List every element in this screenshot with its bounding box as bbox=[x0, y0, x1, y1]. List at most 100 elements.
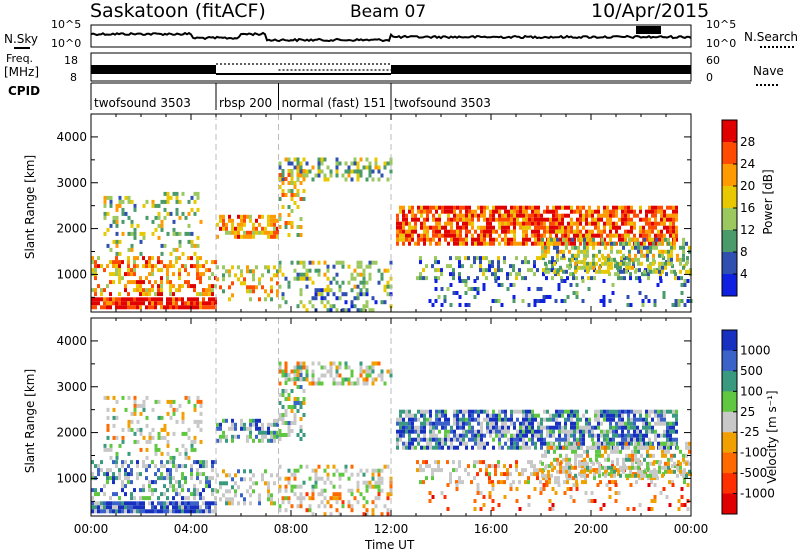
echo-cell bbox=[335, 468, 339, 473]
echo-cell bbox=[296, 484, 300, 489]
echo-cell bbox=[474, 237, 477, 242]
echo-cell bbox=[456, 221, 459, 226]
echo-cell bbox=[539, 256, 542, 261]
echo-cell bbox=[649, 237, 652, 242]
echo-cell bbox=[402, 229, 405, 234]
echo-cell bbox=[618, 413, 621, 418]
echo-cell bbox=[311, 304, 315, 309]
echo-cell bbox=[374, 377, 378, 382]
echo-cell bbox=[154, 447, 158, 452]
echo-cell bbox=[579, 441, 582, 446]
echo-cell bbox=[124, 460, 127, 465]
echo-cell bbox=[480, 229, 483, 234]
echo-cell bbox=[228, 218, 231, 223]
echo-cell bbox=[573, 429, 576, 434]
echo-cell bbox=[444, 429, 447, 434]
echo-cell bbox=[510, 237, 513, 242]
echo-cell bbox=[287, 221, 291, 225]
echo-cell bbox=[160, 227, 164, 232]
echo-cell bbox=[654, 213, 657, 218]
echo-cell bbox=[683, 279, 687, 283]
echo-cell bbox=[545, 276, 548, 281]
echo-cell bbox=[94, 305, 97, 310]
echo-cell bbox=[444, 229, 447, 234]
echo-cell bbox=[356, 472, 360, 477]
echo-cell bbox=[618, 217, 621, 222]
echo-cell bbox=[317, 173, 321, 178]
station-title: Saskatoon (fitACF) bbox=[90, 0, 266, 22]
echo-cell bbox=[284, 496, 288, 501]
echo-cell bbox=[222, 265, 225, 270]
echo-cell bbox=[115, 219, 119, 224]
echo-cell bbox=[631, 453, 634, 458]
echo-cell bbox=[602, 279, 606, 283]
echo-cell bbox=[287, 280, 291, 285]
echo-cell bbox=[438, 437, 441, 442]
echo-cell bbox=[109, 292, 112, 297]
echo-cell bbox=[130, 501, 133, 506]
echo-cell bbox=[509, 464, 512, 469]
echo-cell bbox=[603, 221, 606, 226]
echo-cell bbox=[142, 301, 145, 306]
echo-cell bbox=[320, 300, 324, 305]
echo-cell bbox=[639, 229, 642, 234]
echo-cell bbox=[473, 279, 477, 283]
echo-cell bbox=[184, 496, 187, 501]
echo-cell bbox=[504, 221, 507, 226]
echo-cell bbox=[124, 505, 127, 510]
echo-cell bbox=[145, 439, 149, 444]
echo-cell bbox=[589, 241, 592, 246]
echo-cell bbox=[278, 417, 282, 421]
echo-cell bbox=[402, 433, 405, 438]
echo-cell bbox=[587, 468, 590, 473]
echo-cell bbox=[417, 429, 420, 434]
echo-cell bbox=[196, 256, 199, 261]
echo-cell bbox=[115, 509, 118, 514]
echo-cell bbox=[556, 237, 559, 242]
echo-cell bbox=[476, 483, 480, 487]
echo-cell bbox=[473, 260, 476, 265]
echo-cell bbox=[290, 377, 294, 382]
echo-cell bbox=[435, 205, 438, 210]
echo-cell bbox=[172, 431, 176, 436]
echo-cell bbox=[121, 439, 125, 444]
echo-cell bbox=[459, 437, 462, 442]
echo-cell bbox=[616, 261, 619, 266]
echo-cell bbox=[542, 295, 546, 299]
echo-cell bbox=[513, 217, 516, 222]
echo-cell bbox=[554, 491, 558, 495]
echo-cell bbox=[653, 303, 657, 307]
echo-cell bbox=[121, 199, 125, 204]
echo-cell bbox=[634, 241, 637, 246]
echo-cell bbox=[133, 501, 136, 506]
echo-cell bbox=[426, 209, 429, 214]
echo-cell bbox=[190, 231, 194, 236]
echo-cell bbox=[479, 507, 483, 511]
echo-cell bbox=[190, 243, 194, 248]
echo-cell bbox=[513, 425, 516, 430]
echo-cell bbox=[625, 261, 628, 266]
echo-cell bbox=[148, 272, 151, 277]
echo-cell bbox=[157, 235, 161, 240]
echo-cell bbox=[550, 461, 553, 466]
echo-cell bbox=[558, 213, 561, 218]
echo-cell bbox=[669, 429, 672, 434]
echo-cell bbox=[356, 308, 360, 313]
echo-cell bbox=[519, 445, 522, 450]
echo-cell bbox=[549, 221, 552, 226]
echo-cell bbox=[585, 425, 588, 430]
echo-cell bbox=[356, 272, 360, 277]
echo-cell bbox=[106, 395, 110, 400]
echo-cell bbox=[97, 492, 100, 497]
echo-cell bbox=[629, 468, 632, 473]
echo-cell bbox=[639, 233, 642, 238]
echo-cell bbox=[211, 501, 214, 506]
echo-cell bbox=[278, 365, 282, 370]
echo-cell bbox=[172, 476, 175, 481]
echo-cell bbox=[320, 492, 324, 497]
echo-cell bbox=[127, 301, 130, 306]
echo-cell bbox=[664, 449, 667, 454]
echo-cell bbox=[267, 485, 270, 490]
echo-cell bbox=[474, 409, 477, 414]
echo-cell bbox=[284, 381, 288, 385]
